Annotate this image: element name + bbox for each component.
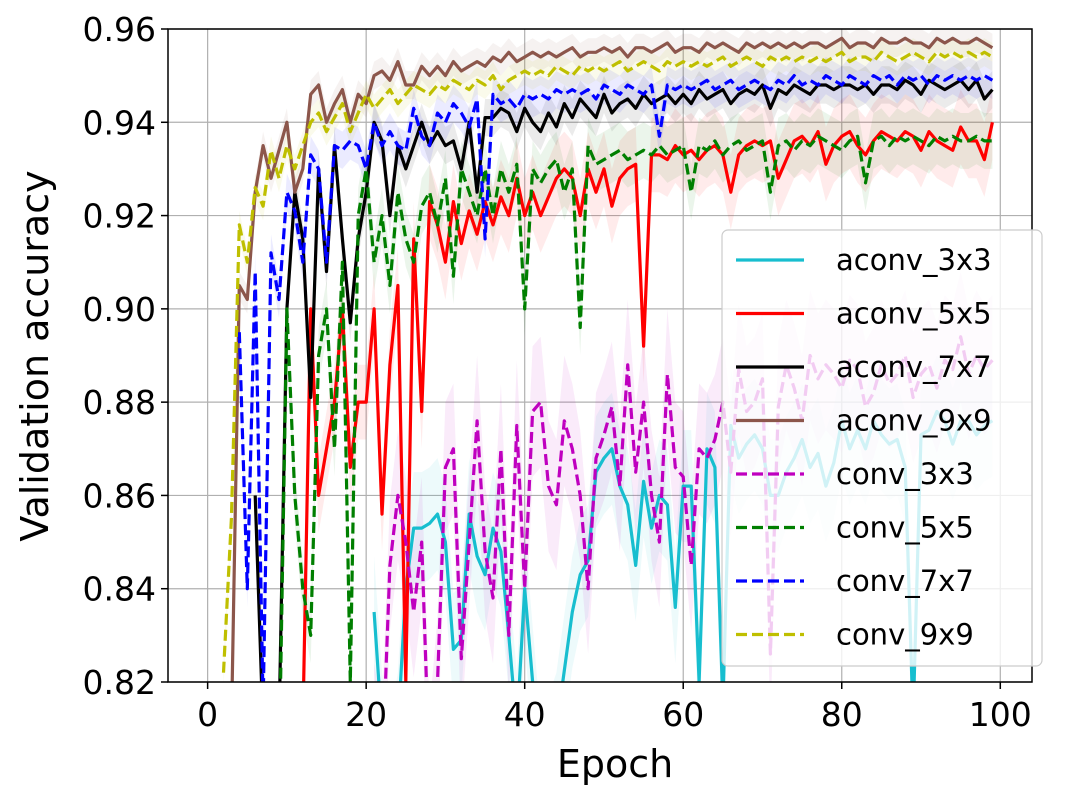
legend-label-conv_9x9: conv_9x9 (836, 618, 974, 652)
series-line-conv_5x5 (278, 134, 993, 682)
axis-ticks: 0 20 40 60 80 100 0.82 0.84 0.86 0.88 0.90 0.92 0.94… (83, 10, 1032, 734)
x-tick-label: 20 (345, 695, 387, 734)
y-tick-label: 0.86 (83, 476, 156, 515)
series-line-conv_9x9 (221, 50, 994, 673)
x-tick-label: 60 (662, 695, 704, 734)
y-tick-label: 0.96 (83, 10, 156, 49)
y-tick-label: 0.92 (83, 197, 156, 236)
series-line-aconv_5x5 (302, 121, 994, 682)
x-tick-label: 40 (504, 695, 546, 734)
band-aconv_5x5 (302, 85, 993, 682)
x-tick-label: 0 (197, 695, 218, 734)
x-axis-title: Epoch (557, 742, 673, 786)
series-lines (221, 36, 994, 682)
legend-label-conv_7x7: conv_7x7 (836, 564, 974, 598)
legend-label-aconv_5x5: aconv_5x5 (836, 297, 992, 331)
x-tick-label: 100 (969, 695, 1032, 734)
series-line-conv_3x3 (383, 335, 994, 682)
y-axis-title: Validation accuracy (13, 170, 57, 541)
legend-label-conv_3x3: conv_3x3 (836, 457, 974, 491)
y-tick-label: 0.94 (83, 103, 156, 142)
legend-frame (721, 229, 1043, 667)
y-tick-label: 0.88 (83, 383, 156, 422)
legend-label-aconv_9x9: aconv_9x9 (836, 404, 992, 438)
series-line-conv_7x7 (237, 74, 994, 682)
y-tick-label: 0.82 (83, 663, 156, 702)
legend: aconv_3x3 aconv_5x5 aconv_7x7 aconv_9x9conv… (721, 229, 1043, 667)
x-tick-label: 80 (821, 695, 863, 734)
y-tick-label: 0.84 (83, 570, 156, 609)
series-line-aconv_9x9 (230, 36, 994, 682)
legend-label-conv_5x5: conv_5x5 (836, 511, 974, 545)
legend-label-aconv_7x7: aconv_7x7 (836, 350, 992, 384)
legend-label-aconv_3x3: aconv_3x3 (836, 243, 992, 277)
y-tick-label: 0.90 (83, 290, 156, 329)
